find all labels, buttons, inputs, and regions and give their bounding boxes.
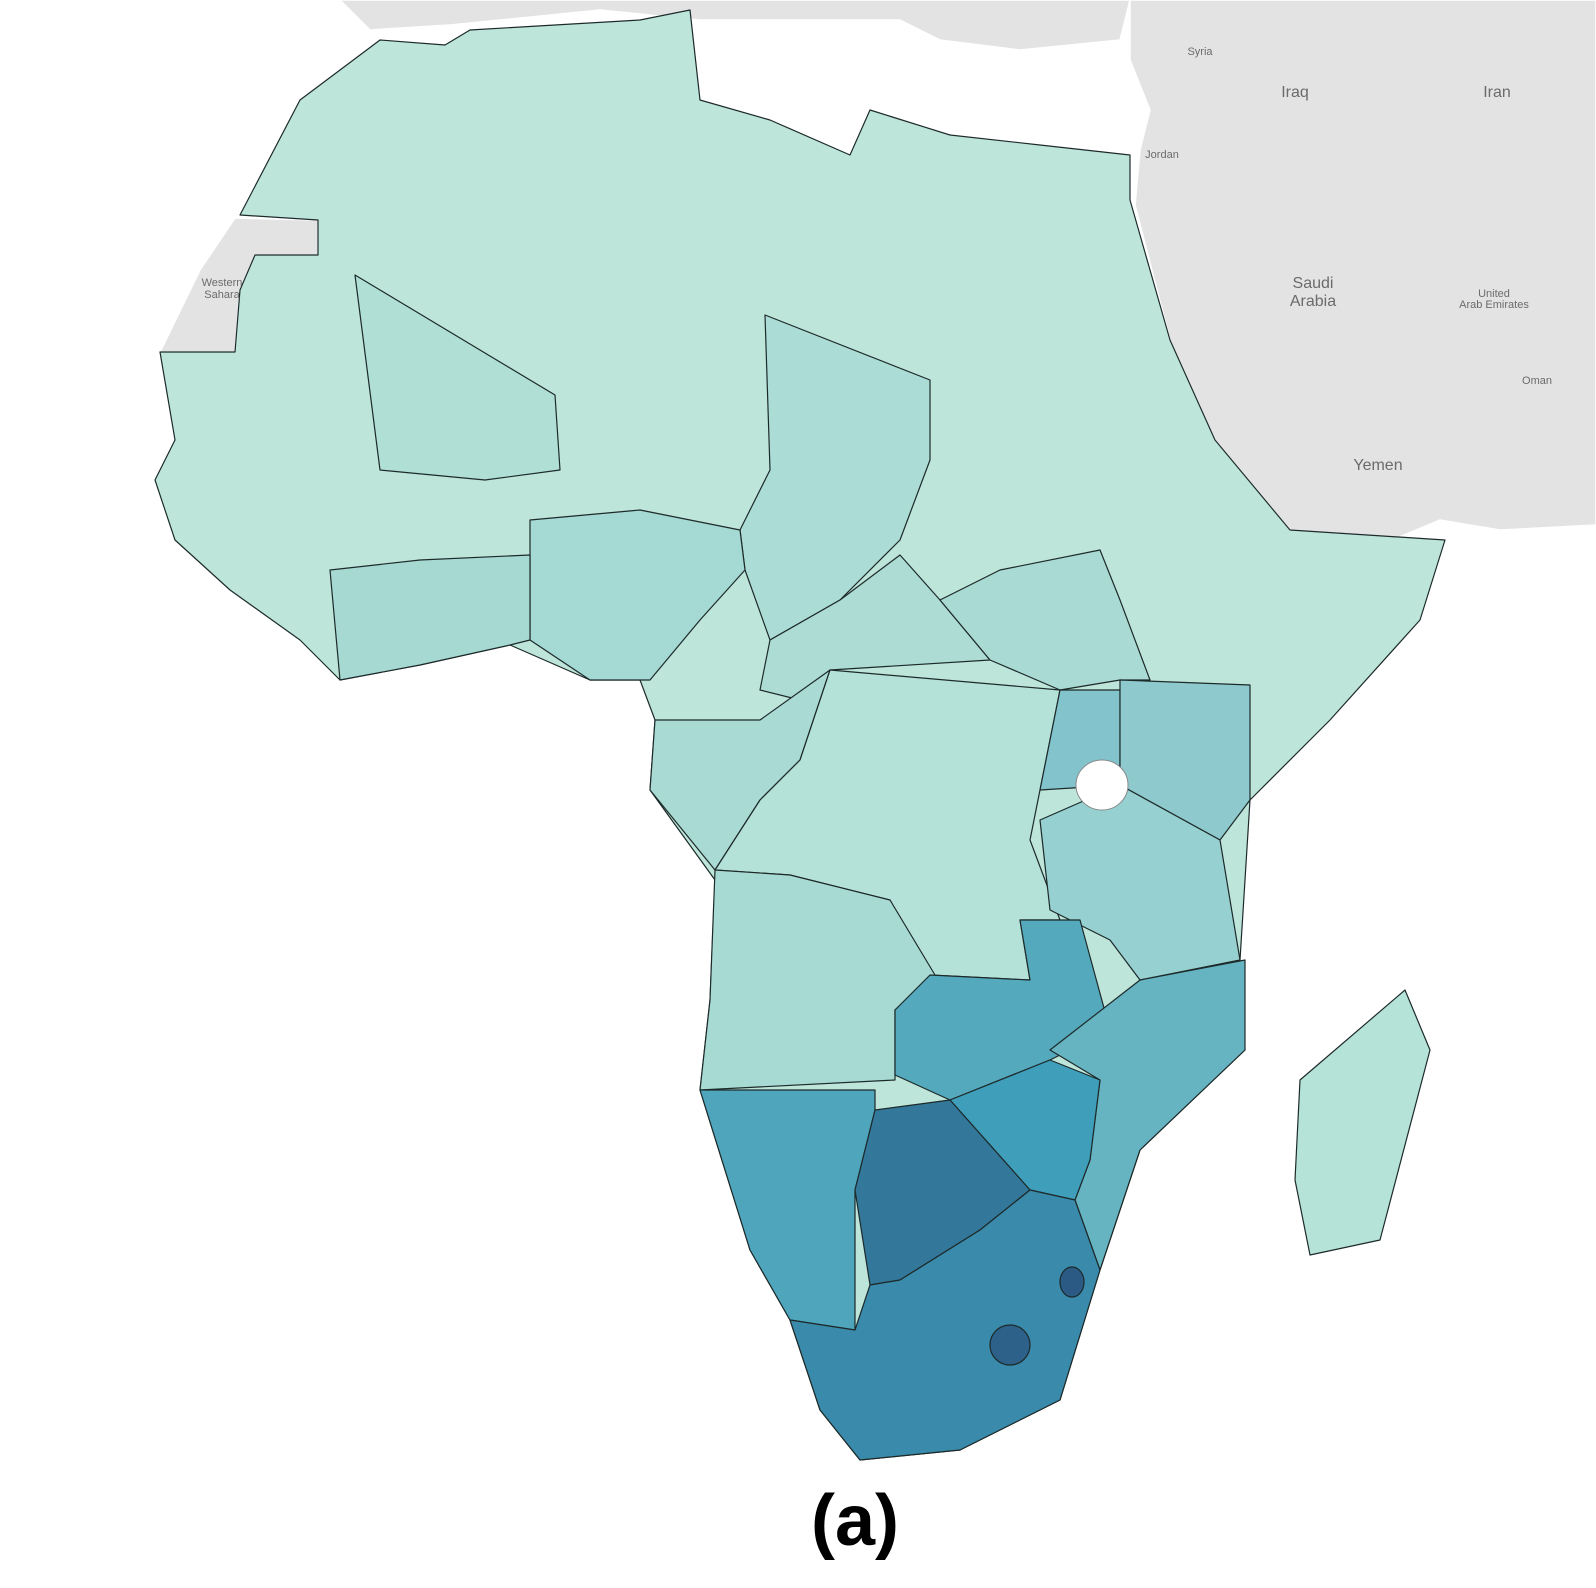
- south-sudan: [939, 549, 1151, 691]
- eswatini: [1059, 1266, 1085, 1298]
- lake-victoria: [1075, 759, 1129, 811]
- place-label: Arabia: [1290, 293, 1336, 310]
- place-label: Saudi: [1293, 275, 1334, 292]
- west-africa: [329, 554, 531, 681]
- mali: [354, 274, 561, 481]
- zambia: [894, 919, 1111, 1101]
- madagascar: [1294, 989, 1431, 1256]
- place-label: Western: [202, 277, 243, 289]
- europe: [338, 0, 1131, 51]
- south-africa: [789, 1189, 1101, 1461]
- place-label: Sahara: [204, 289, 240, 301]
- nigeria: [529, 509, 746, 681]
- place-label: Yemen: [1353, 457, 1402, 474]
- caption: (a): [811, 1481, 899, 1561]
- place-label: Arab Emirates: [1459, 299, 1529, 311]
- place-label: Iraq: [1281, 84, 1309, 101]
- namibia: [699, 1089, 876, 1331]
- place-label: Syria: [1187, 46, 1213, 58]
- place-label: United: [1478, 288, 1510, 300]
- place-label: Jordan: [1145, 149, 1179, 161]
- place-label: Iran: [1483, 84, 1511, 101]
- lesotho: [989, 1324, 1031, 1366]
- place-label: Oman: [1522, 375, 1552, 387]
